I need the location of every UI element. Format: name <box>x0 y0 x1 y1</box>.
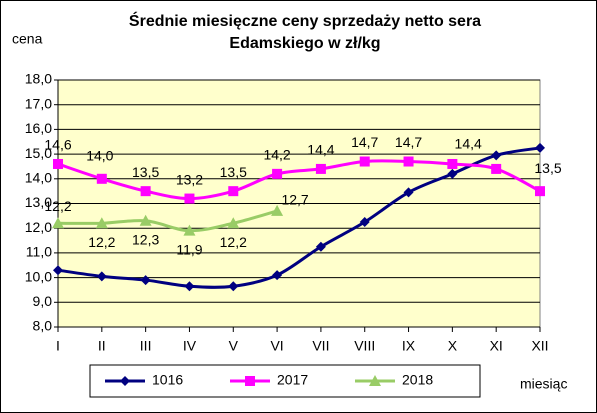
y-tick-label: 12,0 <box>25 219 52 235</box>
data-point <box>447 168 458 179</box>
data-point <box>403 156 414 167</box>
data-point <box>315 163 326 174</box>
data-label: 12,2 <box>88 234 115 250</box>
data-point <box>184 281 195 292</box>
series-line <box>57 209 278 233</box>
data-point <box>52 217 64 229</box>
x-tick-label: I <box>56 338 60 354</box>
data-point <box>183 224 196 236</box>
legend-marker <box>245 376 255 386</box>
data-point <box>96 173 107 184</box>
chart-title: Edamskiego w zł/kg <box>229 35 380 52</box>
data-point <box>95 217 108 229</box>
data-label: 13,5 <box>132 164 159 180</box>
data-point <box>227 217 240 229</box>
y-tick-label: 8,0 <box>33 318 53 334</box>
x-tick-label: XI <box>490 338 503 354</box>
x-axis-label: miesiąc <box>520 376 567 392</box>
x-tick-label: VI <box>270 338 283 354</box>
data-point <box>315 241 326 252</box>
data-point <box>447 158 458 169</box>
data-label: 14,0 <box>86 148 113 164</box>
data-point <box>184 193 195 204</box>
legend-label: 1016 <box>152 372 183 388</box>
x-tick-label: V <box>229 338 239 354</box>
data-point <box>491 163 502 174</box>
data-label: 14,4 <box>455 136 482 152</box>
x-tick-label: X <box>448 338 458 354</box>
y-tick-label: 16,0 <box>25 120 52 136</box>
y-tick-label: 15,0 <box>25 145 52 161</box>
x-tick-label: VII <box>312 338 329 354</box>
data-point <box>53 265 63 276</box>
data-point <box>272 270 283 281</box>
x-tick-label: XII <box>531 338 548 354</box>
legend-label: 2017 <box>277 372 308 388</box>
data-point <box>491 150 502 161</box>
data-point <box>53 158 63 169</box>
y-tick-label: 9,0 <box>33 293 53 309</box>
data-label: 14,4 <box>307 142 334 158</box>
data-point <box>359 217 370 228</box>
y-tick-label: 17,0 <box>25 95 52 111</box>
legend-marker <box>369 375 381 386</box>
data-label: 12,3 <box>132 231 159 247</box>
y-tick-label: 14,0 <box>25 170 52 186</box>
data-point <box>140 186 151 197</box>
data-point <box>228 186 239 197</box>
legend-marker <box>120 376 130 386</box>
data-label: 12,7 <box>281 192 308 208</box>
y-tick-label: 18,0 <box>25 71 52 87</box>
data-label: 13,5 <box>534 160 561 176</box>
legend-label: 2018 <box>402 372 433 388</box>
data-label: 13,5 <box>220 164 247 180</box>
x-tick-label: II <box>98 338 106 354</box>
data-point <box>140 275 151 286</box>
data-point <box>228 281 239 292</box>
data-label: 14,7 <box>351 134 378 150</box>
data-point <box>535 142 545 153</box>
data-point <box>272 168 283 179</box>
data-label: 12,2 <box>44 198 71 214</box>
chart-title: Średnie miesięczne ceny sprzedaży netto … <box>129 11 481 30</box>
data-label: 14,6 <box>44 137 71 153</box>
data-point <box>359 156 370 167</box>
y-axis-label: cena <box>12 31 43 47</box>
legend <box>89 364 481 398</box>
data-point <box>271 204 284 216</box>
data-point <box>96 271 107 282</box>
x-tick-label: VIII <box>354 338 375 354</box>
x-tick-label: IV <box>183 338 197 354</box>
data-label: 11,9 <box>176 241 202 257</box>
y-tick-label: 13,0 <box>25 194 52 210</box>
data-label: 14,7 <box>395 134 422 150</box>
data-label: 14,2 <box>263 147 290 163</box>
x-tick-label: IX <box>402 338 416 354</box>
data-point <box>535 186 545 197</box>
data-label: 13,2 <box>176 171 203 187</box>
data-point <box>139 214 152 226</box>
data-label: 12,2 <box>220 234 247 250</box>
data-point <box>403 187 414 198</box>
y-tick-label: 10,0 <box>25 268 52 284</box>
x-tick-label: III <box>140 338 152 354</box>
y-tick-label: 11,0 <box>26 244 52 260</box>
